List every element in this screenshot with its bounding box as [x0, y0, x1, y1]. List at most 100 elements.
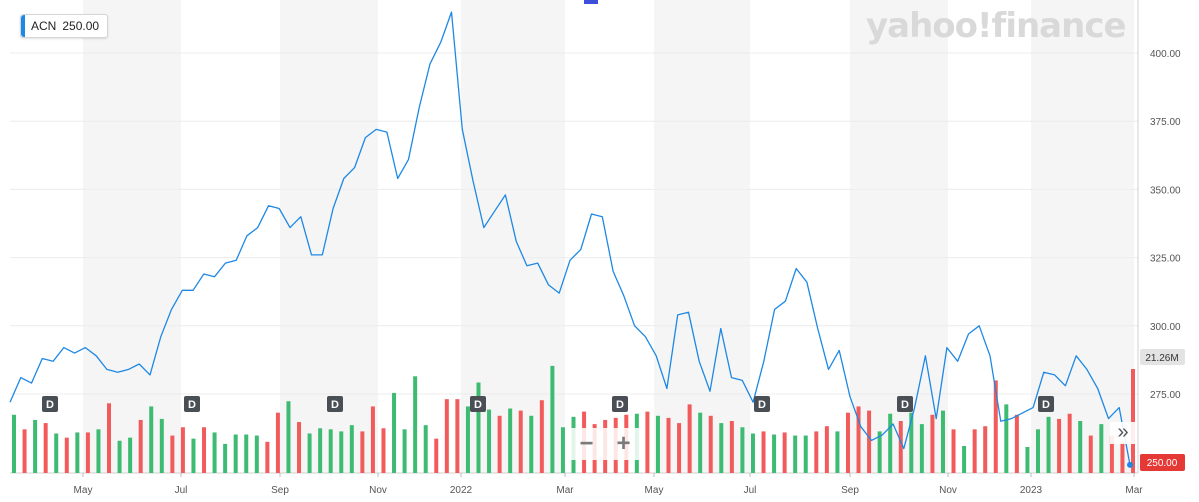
volume-bar — [392, 392, 397, 473]
dividend-marker-label: D — [188, 399, 196, 411]
x-tick-label: May — [74, 485, 93, 496]
zoom-out-button[interactable]: − — [579, 430, 594, 457]
volume-bar — [75, 432, 80, 473]
volume-bar — [64, 437, 69, 473]
volume-bar — [212, 432, 217, 473]
volume-bar — [845, 412, 850, 473]
volume-bar — [381, 428, 386, 473]
dividend-marker-label: D — [758, 399, 766, 411]
volume-bar — [191, 438, 196, 473]
x-tick-label: Nov — [939, 485, 957, 496]
price-label: 250.00 — [1147, 458, 1178, 469]
month-band — [83, 0, 181, 473]
dividend-marker — [327, 396, 343, 412]
volume-bar — [972, 429, 977, 473]
y-tick-label: 300.00 — [1150, 322, 1181, 333]
volume-bar — [761, 431, 766, 473]
volume-bar — [1035, 429, 1040, 473]
volume-bar — [898, 421, 903, 473]
ticker-price: 250.00 — [62, 19, 100, 33]
yahoo-finance-logo: yahoo!finance — [866, 6, 1127, 46]
dividend-marker-label: D — [901, 399, 909, 411]
volume-bar — [476, 382, 481, 473]
volume-bar — [1120, 441, 1125, 473]
x-tick-label: Sep — [841, 485, 859, 496]
volume-bar — [508, 408, 513, 473]
x-tick-label: Jul — [175, 485, 188, 496]
volume-bar — [138, 419, 143, 473]
volume-bar — [444, 399, 449, 473]
volume-bar — [856, 406, 861, 473]
dividend-marker-label: D — [616, 399, 624, 411]
volume-bar — [1004, 404, 1009, 473]
volume-bar — [370, 406, 375, 473]
volume-bar — [729, 421, 734, 473]
volume-bar — [33, 419, 38, 473]
volume-bar — [434, 438, 439, 473]
dividend-marker-label: D — [474, 399, 482, 411]
dividend-marker — [754, 396, 770, 412]
expand-chart-button[interactable]: » — [1110, 422, 1136, 444]
volume-bar — [455, 399, 460, 473]
dividend-marker-label: D — [331, 399, 339, 411]
volume-bar — [666, 417, 671, 473]
volume-bar — [698, 412, 703, 473]
dividend-marker — [184, 396, 200, 412]
volume-bar — [803, 435, 808, 473]
dividend-marker — [42, 396, 58, 412]
volume-bar — [1057, 418, 1062, 473]
last-price-dot — [1127, 461, 1133, 468]
volume-bar — [244, 434, 249, 473]
volume-bar — [1131, 369, 1135, 473]
volume-bar — [170, 435, 175, 473]
ticker-symbol: ACN — [31, 19, 57, 33]
volume-bar — [1067, 413, 1072, 473]
volume-bar — [465, 406, 470, 473]
volume-bar — [96, 429, 101, 473]
dividend-marker-label: D — [1042, 399, 1050, 411]
volume-bar — [497, 415, 502, 473]
y-tick-label: 275.00 — [1150, 390, 1181, 401]
volume-bar — [349, 425, 354, 473]
volume-bar — [550, 365, 555, 473]
volume-bar — [518, 410, 523, 473]
ticker-badge[interactable]: ACN 250.00 — [20, 14, 109, 38]
zoom-in-button[interactable]: + — [616, 430, 631, 457]
volume-bar — [539, 400, 544, 473]
volume-bar — [43, 423, 48, 473]
dividend-marker-label: D — [46, 399, 54, 411]
volume-bar — [117, 440, 122, 473]
volume-bar — [687, 404, 692, 473]
volume-bar — [1078, 421, 1083, 473]
volume-bar — [793, 435, 798, 473]
price-line — [9, 11, 1131, 466]
volume-bar — [1046, 416, 1051, 473]
volume-bar — [962, 445, 967, 473]
top-indicator — [584, 0, 598, 4]
y-tick-label: 400.00 — [1150, 49, 1181, 60]
volume-bar — [1025, 447, 1030, 473]
volume-bar — [835, 431, 840, 473]
volume-bar — [909, 412, 914, 473]
x-tick-label: Mar — [1125, 485, 1143, 496]
volume-bar — [297, 422, 302, 473]
y-tick-label: 375.00 — [1150, 117, 1181, 128]
volume-bar — [655, 415, 660, 473]
volume-bar — [254, 435, 259, 473]
volume-bar — [487, 409, 492, 473]
volume-bar — [328, 429, 333, 473]
volume-bar — [1109, 435, 1114, 473]
volume-bar — [708, 415, 713, 473]
volume-bar — [782, 432, 787, 473]
volume-bar — [824, 426, 829, 473]
volume-bar — [993, 380, 998, 473]
volume-bar — [940, 410, 945, 473]
volume-bar — [339, 431, 344, 473]
volume-bar — [180, 427, 185, 473]
volume-bar — [740, 427, 745, 473]
volume-bar — [233, 434, 238, 473]
volume-label: 21.26M — [1145, 353, 1178, 364]
volume-bar — [85, 432, 90, 473]
volume-bar — [560, 427, 565, 473]
